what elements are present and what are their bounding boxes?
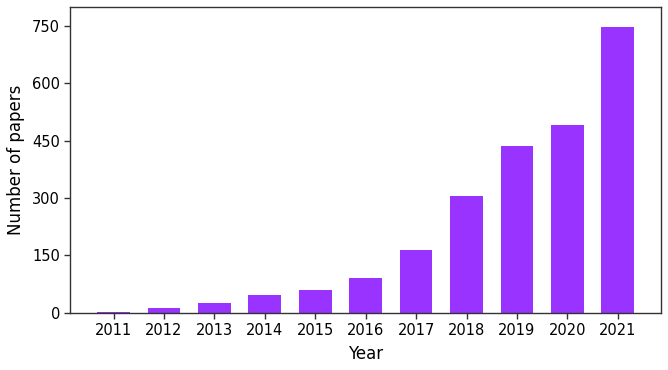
X-axis label: Year: Year — [348, 345, 383, 363]
Bar — [299, 290, 331, 313]
Bar — [148, 308, 180, 313]
Bar — [500, 147, 533, 313]
Bar — [349, 278, 382, 313]
Bar — [450, 196, 483, 313]
Bar — [399, 250, 432, 313]
Y-axis label: Number of papers: Number of papers — [7, 85, 25, 235]
Bar — [198, 303, 230, 313]
Bar — [551, 125, 584, 313]
Bar — [248, 296, 281, 313]
Bar — [97, 312, 130, 313]
Bar — [601, 27, 634, 313]
